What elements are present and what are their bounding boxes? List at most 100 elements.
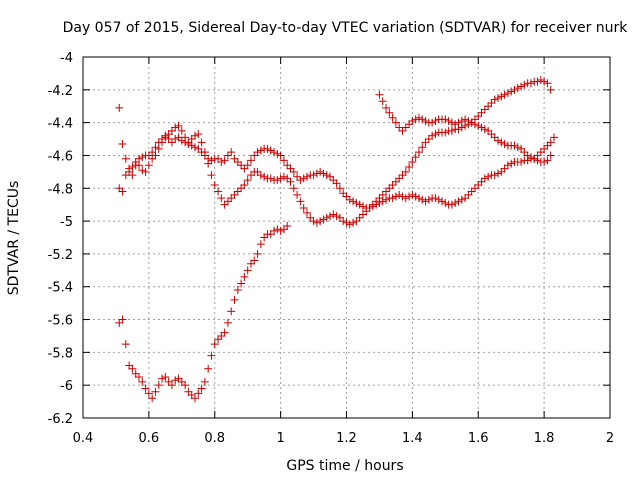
data-point [253, 249, 262, 258]
data-point [467, 187, 476, 196]
data-point [411, 153, 420, 162]
data-point [187, 391, 196, 400]
data-point [279, 172, 288, 181]
data-point [181, 381, 190, 390]
data-point [375, 194, 384, 203]
data-point [167, 138, 176, 147]
data-point [299, 174, 308, 183]
data-point [125, 167, 134, 176]
data-point [283, 161, 292, 170]
data-point [523, 151, 532, 160]
y-tick-label: -4.8 [48, 182, 73, 197]
data-point [385, 184, 394, 193]
data-point [214, 187, 223, 196]
data-point [474, 121, 483, 130]
data-point [388, 113, 397, 122]
data-point [134, 161, 143, 170]
data-point [382, 195, 391, 204]
data-point [401, 194, 410, 203]
data-point [148, 394, 157, 403]
data-point [131, 369, 140, 378]
data-point [414, 113, 423, 122]
data-point [237, 184, 246, 193]
data-point [517, 158, 526, 167]
y-tick-label: -5.2 [48, 248, 73, 263]
chart-title: Day 057 of 2015, Sidereal Day-to-day VTE… [63, 20, 629, 36]
data-point [378, 97, 387, 106]
data-point [467, 118, 476, 127]
data-point [550, 133, 559, 142]
data-point [536, 148, 545, 157]
data-point [240, 180, 249, 189]
x-tick-label: 1 [276, 431, 284, 446]
data-point [408, 190, 417, 199]
axis-ticks: 0.4 0.6 0.8 1 1.2 1.4 1.6 1.8 2 -4 -4.2 -4.4 -4.6 -4.… [48, 51, 615, 446]
data-point [382, 103, 391, 112]
data-point [243, 161, 252, 170]
data-point [217, 194, 226, 203]
x-tick-label: 1.2 [336, 431, 357, 446]
data-point [329, 210, 338, 219]
data-point [302, 208, 311, 217]
data-point [464, 190, 473, 199]
data-point [174, 374, 183, 383]
data-point [358, 210, 367, 219]
data-point [513, 84, 522, 93]
data-point [227, 307, 236, 316]
data-point [299, 203, 308, 212]
data-point [434, 195, 443, 204]
data-point [197, 384, 206, 393]
data-point [461, 194, 470, 203]
data-point [540, 77, 549, 86]
data-point [408, 116, 417, 125]
data-point [484, 126, 493, 135]
data-point [401, 167, 410, 176]
data-point [388, 194, 397, 203]
data-point [375, 90, 384, 99]
data-point [181, 133, 190, 142]
data-point [494, 136, 503, 145]
data-point [266, 230, 275, 239]
data-point [246, 156, 255, 165]
data-point [543, 156, 552, 165]
data-point [461, 115, 470, 124]
data-point [342, 192, 351, 201]
data-point [217, 331, 226, 340]
y-tick-label: -5.6 [48, 314, 73, 329]
data-point [316, 217, 325, 226]
data-point [388, 180, 397, 189]
data-point [289, 167, 298, 176]
data-point [246, 171, 255, 180]
data-point [520, 80, 529, 89]
data-point [447, 200, 456, 209]
data-point [296, 197, 305, 206]
data-point [240, 164, 249, 173]
data-point [411, 192, 420, 201]
data-point [474, 112, 483, 121]
data-point [339, 217, 348, 226]
data-point [358, 202, 367, 211]
data-point [451, 199, 460, 208]
data-point [503, 89, 512, 98]
data-point [500, 139, 509, 148]
data-point [204, 159, 213, 168]
data-point [230, 154, 239, 163]
data-point [227, 148, 236, 157]
data-point [250, 256, 259, 265]
data-point [457, 195, 466, 204]
data-point [207, 351, 216, 360]
data-point [497, 138, 506, 147]
data-point [365, 203, 374, 212]
x-tick-label: 0.4 [73, 431, 94, 446]
data-point [177, 126, 186, 135]
data-point [500, 90, 509, 99]
data-point [414, 148, 423, 157]
data-point [405, 120, 414, 129]
data-point [246, 259, 255, 268]
data-point [484, 102, 493, 111]
data-point [167, 381, 176, 390]
data-point [233, 158, 242, 167]
data-point [293, 172, 302, 181]
data-point [546, 138, 555, 147]
data-point [161, 133, 170, 142]
